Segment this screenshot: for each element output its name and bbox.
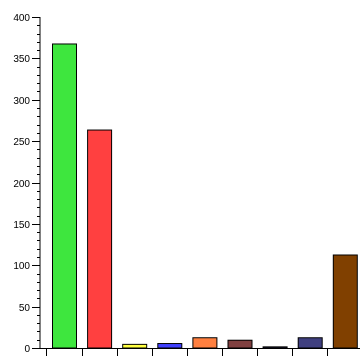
bar xyxy=(332,254,358,349)
y-axis: 0 50 100 150 200 250 300 350 400 xyxy=(13,13,41,355)
bar xyxy=(227,339,253,349)
y-tick-label: 100 xyxy=(13,261,30,272)
bar xyxy=(262,346,288,349)
x-axis xyxy=(40,348,360,356)
y-tick-label: 250 xyxy=(13,137,30,148)
bar xyxy=(192,337,218,349)
bar xyxy=(297,337,323,349)
bars xyxy=(52,43,358,349)
y-tick-label: 200 xyxy=(13,179,30,190)
y-tick-label: 0 xyxy=(24,344,30,355)
bar xyxy=(52,43,77,349)
bar xyxy=(122,343,148,349)
y-tick-label: 350 xyxy=(13,54,30,65)
y-tick-label: 150 xyxy=(13,220,30,231)
y-tick-label: 300 xyxy=(13,96,30,107)
y-tick-label: 400 xyxy=(13,13,30,24)
bar xyxy=(87,129,113,349)
y-tick-label: 50 xyxy=(19,303,31,314)
bar xyxy=(157,343,183,349)
